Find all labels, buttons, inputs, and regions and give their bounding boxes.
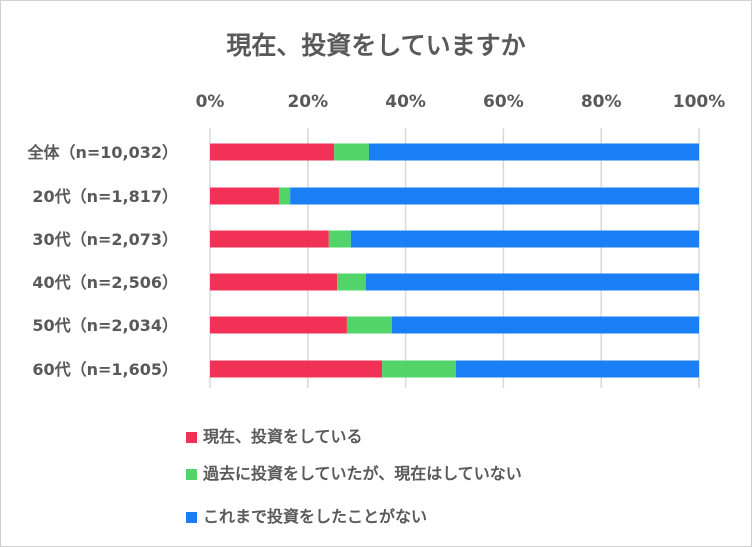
legend-item: 現在、投資をしている xyxy=(186,423,363,447)
x-tick-label: 60% xyxy=(483,92,524,112)
bar-segment-1 xyxy=(210,316,347,334)
category-label: 20代（n=1,817） xyxy=(32,187,178,206)
x-tick-label: 0% xyxy=(196,92,225,112)
category-label: 40代（n=2,506） xyxy=(32,273,178,292)
legend-item: これまで投資をしたことがない xyxy=(186,503,427,527)
x-tick-label: 40% xyxy=(385,92,426,112)
bar-segment-1 xyxy=(210,230,329,248)
legend-label: 過去に投資をしていたが、現在はしていない xyxy=(203,464,522,483)
bar-segment-2 xyxy=(334,143,369,161)
bar-segment-1 xyxy=(210,273,338,291)
bar-segment-3 xyxy=(365,273,699,291)
bar-segment-3 xyxy=(455,360,699,378)
bar-segment-3 xyxy=(368,143,699,161)
legend-item: 過去に投資をしていたが、現在はしていない xyxy=(186,460,522,484)
legend-label: 現在、投資をしている xyxy=(203,427,363,446)
category-label: 30代（n=2,073） xyxy=(32,230,178,249)
x-tick-label: 80% xyxy=(581,92,622,112)
category-label: 60代（n=1,605） xyxy=(32,360,178,379)
legend-swatch xyxy=(186,431,197,443)
bar-segment-3 xyxy=(290,187,699,205)
bar-segment-2 xyxy=(278,187,291,205)
bar-segment-1 xyxy=(210,187,279,205)
bar-segment-1 xyxy=(210,143,335,161)
x-tick-label: 100% xyxy=(673,92,726,112)
bar-segment-2 xyxy=(328,230,351,248)
bar-segment-2 xyxy=(337,273,366,291)
category-label: 全体（n=10,032） xyxy=(26,143,178,162)
bar-segment-3 xyxy=(391,316,699,334)
bar-segment-2 xyxy=(346,316,392,334)
legend-swatch xyxy=(186,468,197,480)
bar-segment-3 xyxy=(350,230,699,248)
legend-label: これまで投資をしたことがない xyxy=(203,507,428,526)
legend-swatch xyxy=(186,511,197,523)
bar-segment-1 xyxy=(210,360,383,378)
bar-segment-2 xyxy=(382,360,456,378)
chart-title: 現在、投資をしていますか xyxy=(226,31,526,60)
category-label: 50代（n=2,034） xyxy=(32,316,178,335)
x-tick-label: 20% xyxy=(287,92,328,112)
